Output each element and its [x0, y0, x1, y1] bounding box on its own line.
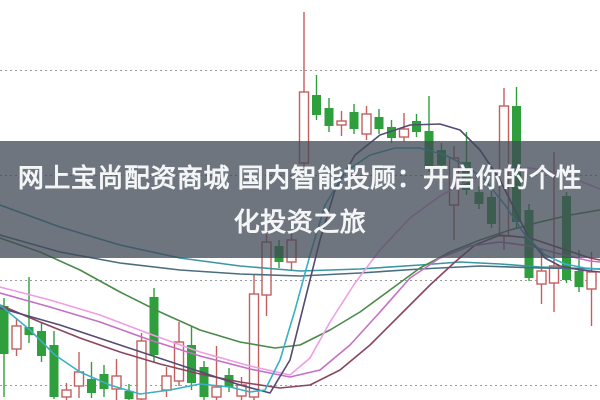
candle-body-up: [548, 265, 560, 284]
candle-body-up: [361, 113, 372, 135]
candle-body-down: [187, 345, 196, 383]
candle-body-up: [398, 128, 410, 138]
candle-body-up: [211, 386, 222, 398]
candle-body-down: [412, 121, 421, 132]
candle-body-up: [173, 341, 185, 382]
candle-body-down: [0, 306, 9, 354]
candle-body-down: [149, 297, 159, 355]
candle-body-down: [199, 367, 209, 397]
candle-body-up: [136, 340, 147, 400]
candle-body-down: [49, 345, 59, 397]
title-overlay: 网上宝尚配资商城 国内智能投顾：开启你的个性 化投资之旅: [0, 141, 600, 258]
candle-body-down: [312, 95, 321, 115]
candle-body-down: [87, 379, 96, 393]
title-line-2: 化投资之旅: [233, 206, 367, 237]
candle-body-down: [349, 112, 359, 129]
candle-body-down: [574, 271, 584, 287]
candle-body-down: [99, 374, 109, 389]
candle-body-down: [374, 117, 384, 129]
candle-body-up: [586, 271, 597, 290]
candle-body-up: [111, 375, 122, 390]
candle-body-up: [11, 325, 22, 350]
candle-body-up: [161, 375, 172, 391]
candle-body-down: [37, 331, 46, 356]
candle-body-down: [387, 127, 396, 138]
ma-line-slate-long: [0, 234, 600, 277]
candle-body-up: [73, 371, 85, 387]
candle-body-up: [536, 270, 547, 285]
candle-body-up: [61, 389, 72, 398]
candle-body-down: [124, 391, 134, 399]
candle-body-down: [324, 108, 334, 126]
candle-body-up: [336, 120, 347, 126]
candle-body-down: [24, 327, 34, 335]
title-line-1: 网上宝尚配资商城 国内智能投顾：开启你的个性: [17, 162, 583, 193]
